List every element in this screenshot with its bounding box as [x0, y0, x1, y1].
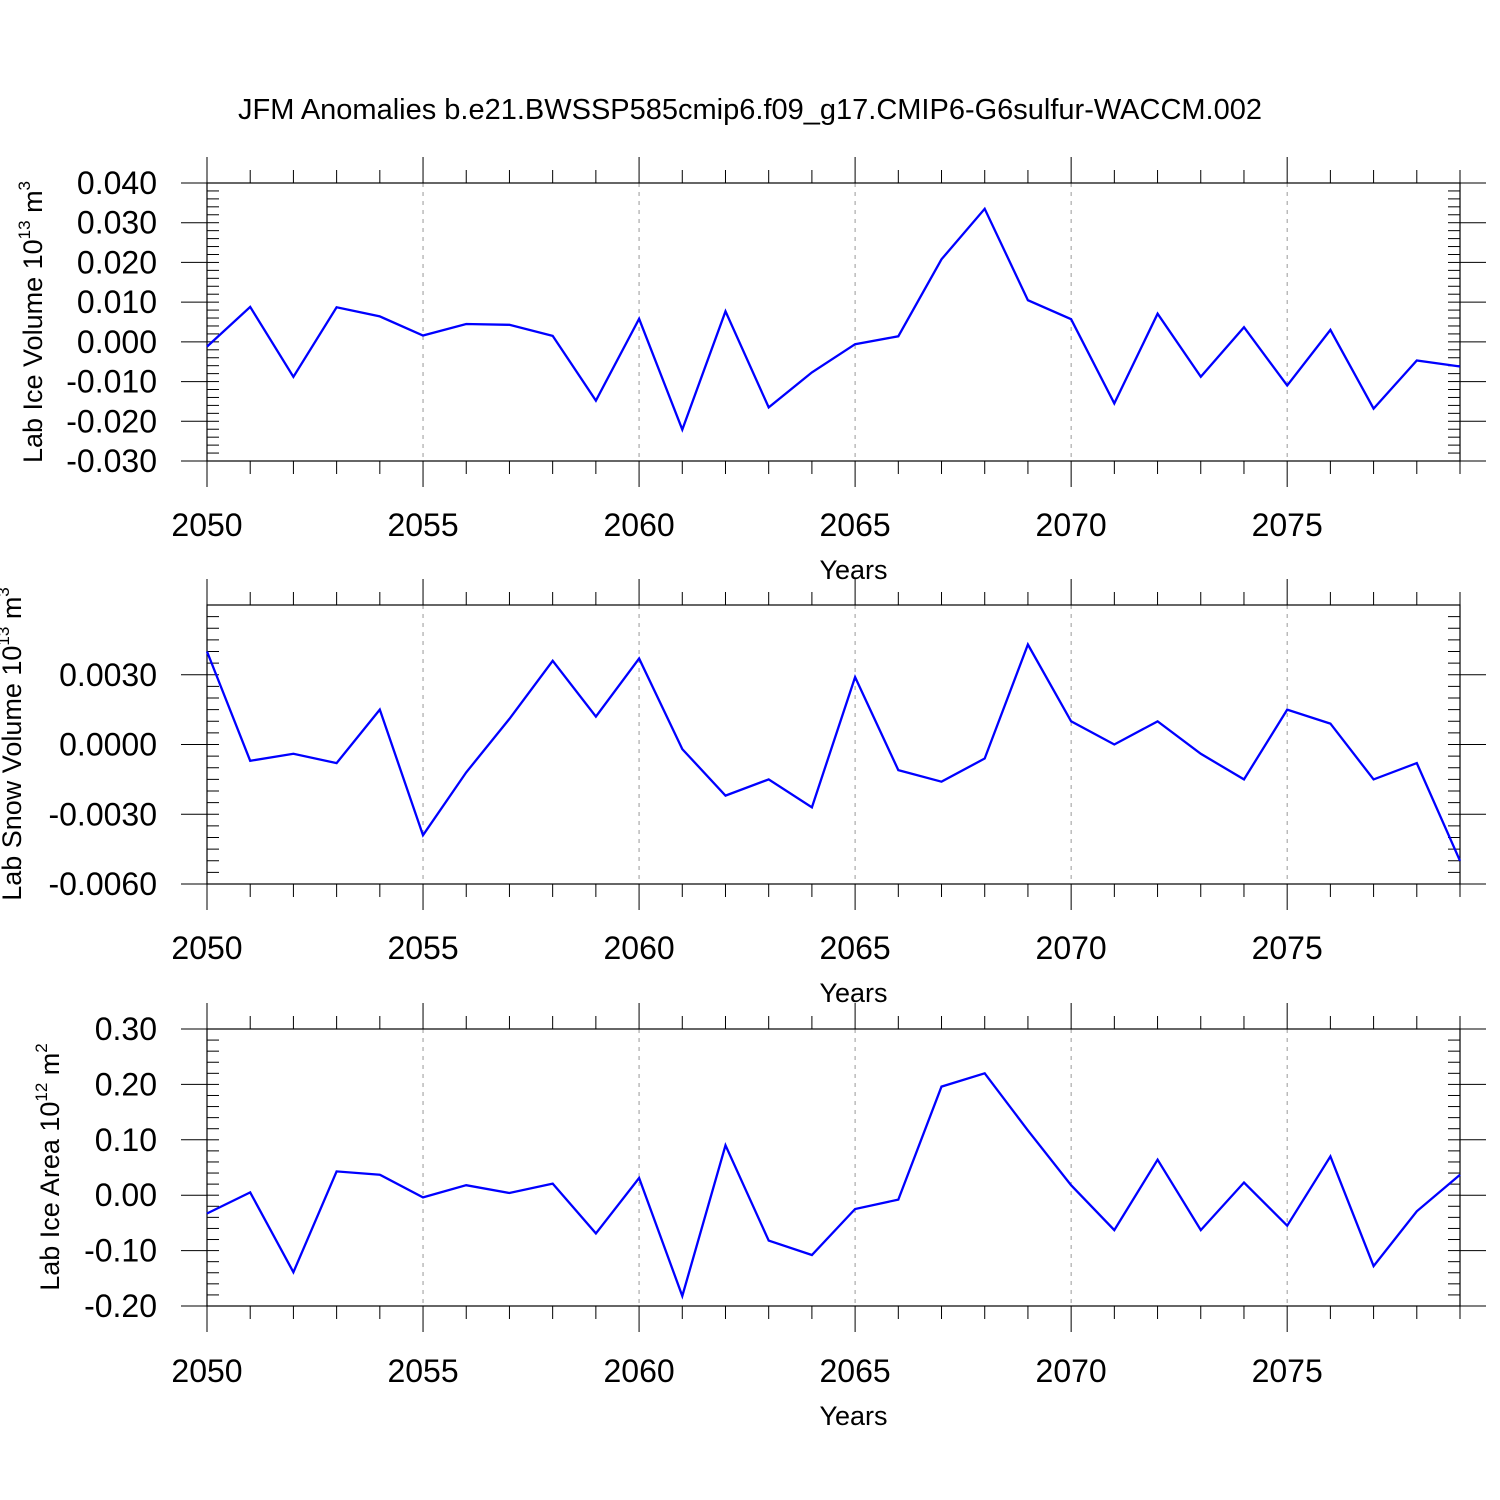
x-tick-label: 2060: [603, 930, 674, 966]
x-tick-label: 2060: [603, 1353, 674, 1389]
x-tick-label: 2075: [1252, 930, 1323, 966]
x-axis-title: Years: [819, 1401, 887, 1431]
x-tick-label: 2075: [1252, 1353, 1323, 1389]
x-tick-label: 2065: [820, 507, 891, 543]
y-axis-title: Lab Ice Area 1012 m2: [32, 1043, 65, 1291]
series-line: [206, 1071, 1461, 1300]
y-tick-label: 0.10: [95, 1122, 157, 1158]
x-tick-label: 2065: [820, 1353, 891, 1389]
y-tick-label: -0.010: [66, 364, 157, 400]
y-tick-label: 0.010: [77, 284, 157, 320]
y-tick-label: -0.030: [66, 443, 157, 479]
plot-frame: [206, 182, 1461, 462]
y-tick-label: 0.000: [77, 324, 157, 360]
series-line: [206, 206, 1461, 433]
x-tick-label: 2075: [1252, 507, 1323, 543]
x-tick-label: 2055: [387, 507, 458, 543]
x-axis-title: Years: [819, 555, 887, 585]
y-tick-label: -0.0030: [48, 796, 157, 832]
y-tick-label: -0.10: [84, 1233, 157, 1269]
x-tick-label: 2050: [171, 507, 242, 543]
plot-frame: [206, 1028, 1461, 1307]
x-tick-label: 2070: [1036, 930, 1107, 966]
y-tick-label: 0.30: [95, 1011, 157, 1047]
y-tick-label: -0.0060: [48, 866, 157, 902]
y-tick-label: 0.0000: [59, 727, 157, 763]
y-tick-label: 0.00: [95, 1177, 157, 1213]
y-tick-label: 0.030: [77, 205, 157, 241]
chart-title: JFM Anomalies b.e21.BWSSP585cmip6.f09_g1…: [238, 94, 1262, 126]
y-tick-label: 0.020: [77, 244, 157, 280]
chart-panel-2: -0.0060 -0.0030 0.0000 0.0030 2050 2055 2060 20…: [0, 579, 1486, 1008]
series-line: [205, 641, 1462, 862]
x-tick-label: 2070: [1036, 1353, 1107, 1389]
y-axis-title: Lab Snow Volume 1013 m3: [0, 587, 27, 901]
x-axis-title: Years: [819, 978, 887, 1008]
y-tick-label: 0.0030: [59, 657, 157, 693]
chart-panel-3: -0.20 -0.10 0.00 0.10 0.20 0.30 2050 2055 2060 20…: [32, 1003, 1486, 1431]
y-tick-label: -0.20: [84, 1288, 157, 1324]
x-tick-label: 2050: [171, 1353, 242, 1389]
x-tick-label: 2060: [603, 507, 674, 543]
y-tick-label: 0.040: [77, 165, 157, 201]
x-tick-label: 2050: [171, 930, 242, 966]
y-tick-label: 0.20: [95, 1066, 157, 1102]
x-tick-label: 2065: [820, 930, 891, 966]
y-axis-title: Lab Ice Volume 1013 m3: [15, 181, 48, 463]
x-tick-label: 2070: [1036, 507, 1107, 543]
x-tick-label: 2055: [387, 1353, 458, 1389]
y-tick-label: -0.020: [66, 403, 157, 439]
x-tick-label: 2055: [387, 930, 458, 966]
